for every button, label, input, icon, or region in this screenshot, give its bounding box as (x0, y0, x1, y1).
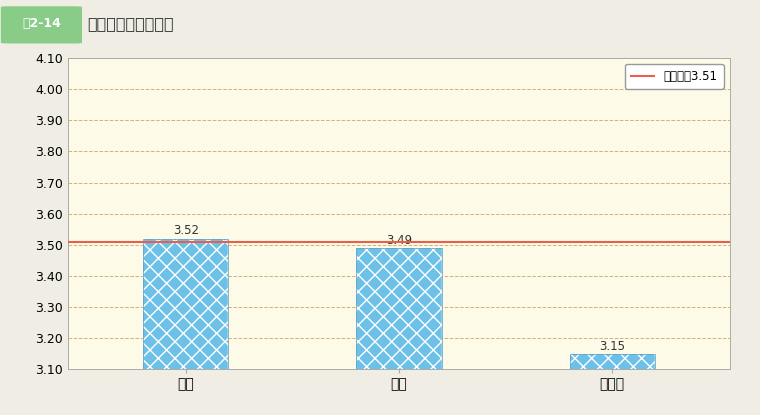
Bar (356, 248, 442, 415)
FancyBboxPatch shape (2, 7, 81, 43)
Bar (570, 354, 655, 415)
Text: 性別の回答の平均値: 性別の回答の平均値 (87, 17, 174, 32)
Bar (570, 354, 655, 415)
Bar (356, 248, 442, 415)
Legend: 総平均値3.51: 総平均値3.51 (625, 64, 724, 89)
Bar (143, 239, 228, 415)
Bar (143, 239, 228, 415)
Text: 図2-14: 図2-14 (22, 17, 62, 30)
Text: 3.15: 3.15 (600, 339, 625, 353)
Text: 3.49: 3.49 (386, 234, 412, 247)
Text: 3.52: 3.52 (173, 225, 198, 237)
